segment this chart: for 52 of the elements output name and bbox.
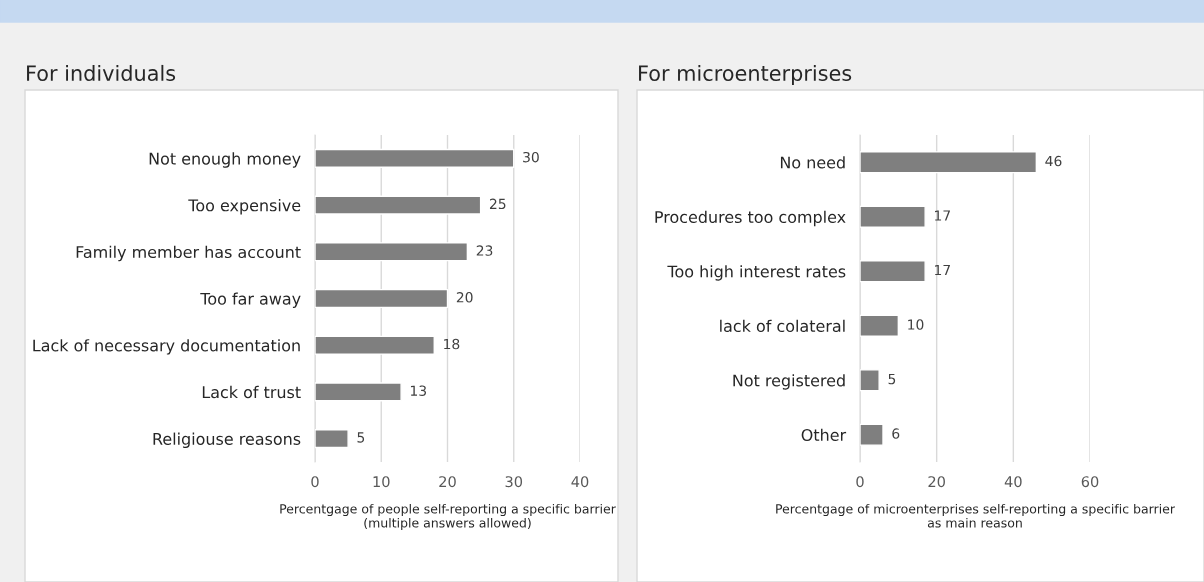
y-tick-label: lack of colateral — [720, 319, 845, 333]
x-tick-label: 60 — [1081, 476, 1099, 488]
x-axis-title: Percentgage of microenterprises self-reporting a specific barrier as main reason — [776, 503, 1175, 528]
data-label: 17 — [935, 264, 950, 276]
bar — [860, 151, 1038, 174]
y-tick-label: Other — [801, 428, 847, 442]
x-tick-label: 20 — [928, 476, 945, 488]
data-label: 13 — [410, 385, 427, 396]
data-label: 17 — [935, 210, 950, 221]
data-label: 46 — [1045, 155, 1062, 167]
x-tick-label: 30 — [505, 476, 523, 488]
x-tick-label: 20 — [439, 476, 456, 488]
bar — [315, 148, 515, 168]
bar — [315, 288, 449, 309]
y-tick-label: Religiouse reasons — [153, 432, 301, 449]
x-tick-label: 10 — [373, 476, 390, 488]
y-tick-label: No need — [780, 156, 845, 169]
data-label: 20 — [456, 292, 473, 303]
y-tick-label: Not enough money — [149, 152, 301, 168]
bar — [860, 369, 880, 392]
data-label: 10 — [908, 319, 924, 330]
bar — [860, 260, 926, 283]
x-tick-label: 40 — [1004, 476, 1022, 488]
y-tick-label: Not registered — [733, 374, 845, 390]
bar — [315, 335, 435, 355]
x-tick-label: 0 — [856, 476, 864, 488]
y-tick-label: Family member has account — [76, 245, 301, 262]
y-tick-label: Lack of trust — [202, 385, 301, 399]
x-tick-label: 0 — [311, 476, 319, 488]
bar — [315, 429, 349, 449]
data-label: 23 — [476, 245, 493, 256]
bar — [860, 205, 926, 228]
y-tick-label: Too far away — [200, 292, 301, 308]
bar — [315, 195, 482, 215]
y-tick-label: Procedures too complex — [655, 210, 846, 227]
x-tick-label: 40 — [571, 476, 589, 488]
data-label: 30 — [523, 151, 539, 163]
text: For individuals — [27, 64, 176, 82]
bar — [315, 382, 402, 402]
y-tick-label: Lack of necessary documentation — [33, 339, 300, 355]
y-tick-label: Too high interest rates — [667, 265, 846, 281]
bar — [315, 242, 469, 262]
data-label: 18 — [444, 338, 460, 350]
y-tick-label: Too expensive — [188, 199, 301, 215]
bar — [860, 314, 900, 337]
data-label: 6 — [892, 428, 900, 439]
bar — [860, 423, 884, 446]
data-label: 25 — [489, 198, 506, 210]
x-axis-title: Percentgage of people self-reporting a specific barrier (multiple answers allowed) — [280, 503, 616, 530]
chart-title: For microenterprises — [639, 64, 852, 86]
data-label: 5 — [888, 373, 896, 385]
data-label: 5 — [357, 432, 365, 443]
